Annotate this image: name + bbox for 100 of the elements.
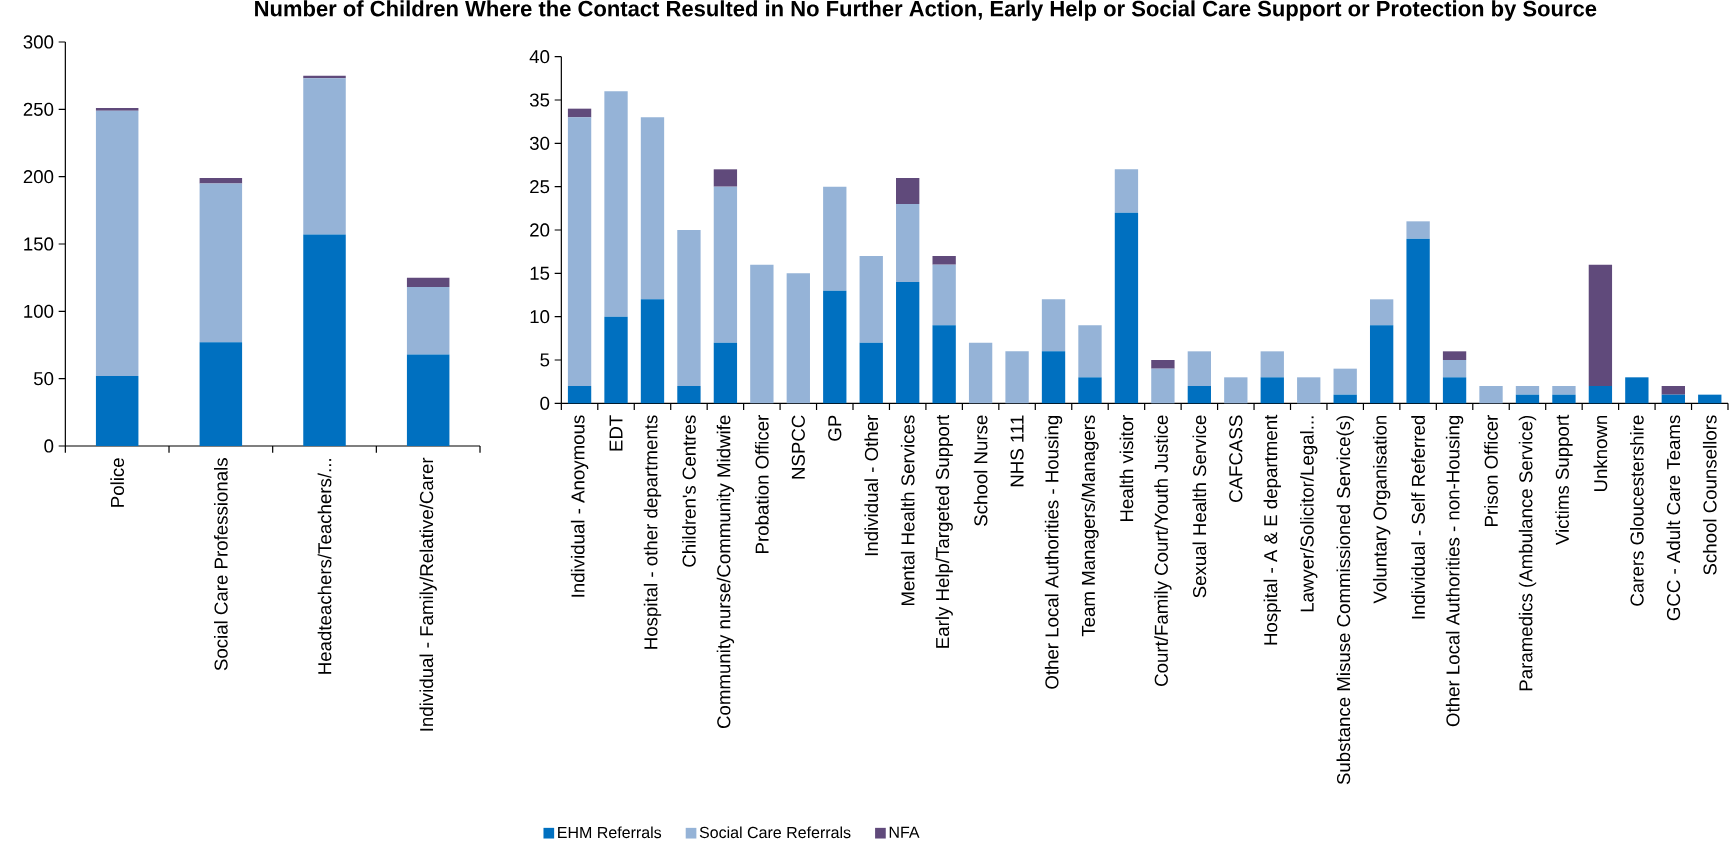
x-tick-label: Individual - Family/Relative/Carer xyxy=(419,457,437,731)
y-tick-label: 25 xyxy=(530,180,550,194)
bar xyxy=(1552,394,1576,404)
bar xyxy=(1333,368,1357,395)
y-tick-label: 5 xyxy=(540,353,550,367)
bar xyxy=(567,108,592,118)
y-tick-label: 0 xyxy=(540,396,550,410)
y-tick-label: 30 xyxy=(529,136,550,150)
y-tick-label: 35 xyxy=(529,93,550,107)
bar xyxy=(1369,299,1394,326)
bar xyxy=(1333,394,1357,404)
bar xyxy=(1005,351,1029,404)
y-tick-label: 250 xyxy=(23,102,54,116)
bar xyxy=(932,264,956,326)
bar xyxy=(1515,394,1540,404)
x-tick-label: Social Care Professionals xyxy=(213,458,228,671)
y-tick-label: 40 xyxy=(529,50,550,64)
chart-title: Number of Children Where the Contact Resulted in No Further Action, Early Help or Social Care Support or Protection by Source xyxy=(255,0,1597,21)
bar xyxy=(1698,394,1722,404)
bar xyxy=(604,91,628,317)
bar xyxy=(95,107,139,111)
bar xyxy=(1442,359,1467,378)
bar xyxy=(1369,325,1394,404)
bar xyxy=(1588,385,1613,404)
bar xyxy=(95,375,139,446)
bar xyxy=(786,273,810,404)
bar xyxy=(859,342,883,404)
x-tick-label: Police xyxy=(110,458,125,507)
bar xyxy=(199,178,243,184)
bar xyxy=(1442,351,1467,360)
bar xyxy=(640,299,665,404)
bar xyxy=(677,385,701,404)
legend-label: Social Care Referrals xyxy=(699,826,851,839)
bar xyxy=(604,316,628,404)
bar xyxy=(1041,299,1066,352)
bar xyxy=(1661,394,1685,404)
bar xyxy=(1260,377,1284,404)
bar xyxy=(713,186,738,343)
bar xyxy=(1187,385,1212,404)
x-tick-label: School Counsellors xyxy=(1702,415,1717,575)
x-tick-label: Community nurse/Community Midwife xyxy=(716,415,735,729)
bar xyxy=(1661,385,1685,395)
x-tick-label: Unknown xyxy=(1593,415,1608,492)
bar xyxy=(1151,368,1175,404)
bar xyxy=(932,255,956,265)
bar xyxy=(199,342,243,446)
legend-label: EHM Referrals xyxy=(558,826,662,839)
bar xyxy=(1625,377,1649,404)
bar xyxy=(1442,377,1467,404)
x-tick-label: NHS 111 xyxy=(1010,415,1024,487)
bar xyxy=(1078,377,1102,404)
bar xyxy=(896,177,920,204)
bar xyxy=(1297,377,1321,404)
x-tick-label: Carers Gloucestershire xyxy=(1630,415,1644,606)
x-tick-label: Hospital - other departments xyxy=(643,415,662,649)
bar xyxy=(1479,385,1503,404)
y-tick-label: 10 xyxy=(530,310,550,324)
y-tick-label: 50 xyxy=(33,372,54,386)
bar xyxy=(1187,351,1212,386)
bar xyxy=(1552,385,1576,395)
x-tick-label: CAFCASS xyxy=(1229,415,1243,502)
bar xyxy=(1406,238,1430,404)
x-tick-label: Other Local Authorities - non-Housing xyxy=(1445,415,1464,727)
y-tick-label: 300 xyxy=(23,35,54,49)
x-tick-label: Individual - Self Referred xyxy=(1411,415,1425,619)
x-tick-label: Court/Family Court/Youth Justice xyxy=(1154,415,1172,686)
x-tick-label: Children's Centres xyxy=(682,415,696,567)
bar xyxy=(1114,169,1139,213)
bar xyxy=(713,342,738,404)
bar xyxy=(567,117,592,386)
x-tick-label: Individual - Anoymous xyxy=(570,415,589,597)
x-tick-label: Individual - Other xyxy=(864,415,879,556)
bar xyxy=(823,186,847,291)
bar xyxy=(406,287,450,355)
y-tick-label: 100 xyxy=(24,304,54,318)
x-tick-label: NSPCC xyxy=(791,415,805,479)
bar xyxy=(303,78,346,235)
bar xyxy=(823,290,847,404)
bar xyxy=(968,342,993,404)
bar xyxy=(406,354,450,446)
bar xyxy=(1078,325,1102,378)
bar xyxy=(1114,212,1139,404)
bar xyxy=(1588,264,1613,386)
bar xyxy=(567,385,592,404)
bar xyxy=(95,110,139,376)
bar xyxy=(1260,351,1284,378)
bar xyxy=(896,282,920,404)
x-tick-label: Early Help/Targeted Support xyxy=(935,414,953,648)
x-tick-label: Health visitor xyxy=(1119,415,1134,522)
bar xyxy=(640,117,665,300)
bar xyxy=(713,169,738,187)
x-tick-label: EDT xyxy=(609,415,623,451)
legend-label: NFA xyxy=(889,826,920,838)
x-tick-label: GCC - Adult Care Teams xyxy=(1666,415,1681,621)
x-tick-label: Team Managers/Managers xyxy=(1081,415,1099,637)
x-tick-label: Mental Health Services xyxy=(900,415,915,606)
bar xyxy=(1406,221,1430,239)
y-tick-label: 20 xyxy=(530,223,550,237)
bar xyxy=(896,204,920,282)
x-tick-label: School Nurse xyxy=(973,415,988,526)
